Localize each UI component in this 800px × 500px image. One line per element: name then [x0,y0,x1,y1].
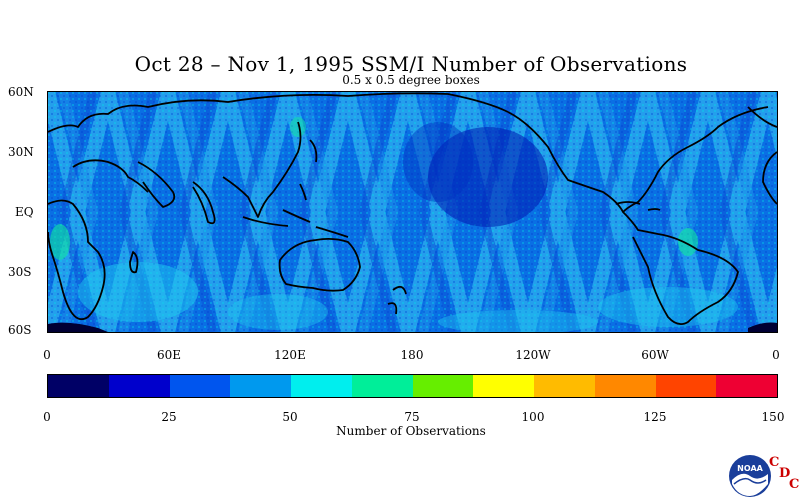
colorbar-tick-25: 25 [161,410,177,424]
colorbar-tick-125: 125 [643,410,667,424]
colorbar-tick-75: 75 [404,410,420,424]
noaa-logo-text: NOAA [737,464,763,473]
lat-label-eq: EQ [15,205,34,219]
colorbar-segment [48,375,109,397]
observation-map-canvas [48,92,777,332]
lat-label-60s: 60S [8,323,32,337]
colorbar-segment [351,375,413,397]
lon-label-60e: 60E [156,348,182,362]
observation-map [47,91,778,333]
colorbar-segment [108,375,170,397]
lon-label-0-end: 0 [772,348,780,362]
colorbar-tick-0: 0 [43,410,51,424]
lon-label-60w: 60W [641,348,669,362]
lat-label-60n: 60N [8,85,34,99]
cdc-letter-c2: C [789,477,800,492]
colorbar-tick-100: 100 [521,410,545,424]
noaa-logo-icon: NOAA [729,455,771,497]
lon-label-120w: 120W [515,348,551,362]
map-title: Oct 28 – Nov 1, 1995 SSM/I Number of Obs… [134,52,688,76]
lon-label-120e: 120E [274,348,306,362]
colorbar [47,374,778,398]
cdc-letter-c1: C [769,455,780,470]
lat-label-30n: 30N [8,145,34,159]
lon-label-0: 0 [43,348,51,362]
colorbar-segment [473,375,534,397]
map-subtitle: 0.5 x 0.5 degree boxes [342,73,480,87]
colorbar-segment [230,375,291,397]
colorbar-segment [412,375,474,397]
colorbar-segment [716,375,777,397]
cdc-letter-d: D [779,466,791,481]
colorbar-segment [594,375,656,397]
lat-label-30s: 30S [8,265,32,279]
colorbar-segment [169,375,231,397]
colorbar-tick-50: 50 [282,410,298,424]
colorbar-segment [655,375,717,397]
colorbar-title: Number of Observations [336,424,486,438]
lon-label-180: 180 [400,348,424,362]
colorbar-segment [291,375,352,397]
colorbar-tick-150: 150 [761,410,785,424]
colorbar-segment [534,375,595,397]
